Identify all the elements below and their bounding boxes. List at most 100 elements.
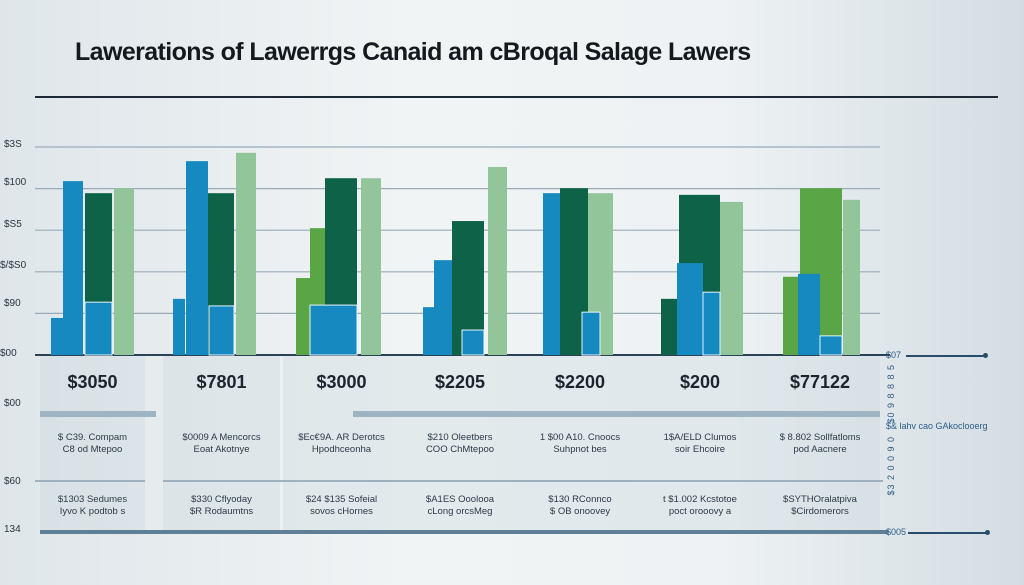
bar-blue [819, 335, 843, 356]
row3-text: $A1ES Ooolooa cLong orcsMeg [400, 494, 520, 518]
row3-line: $130 RConnco [548, 494, 612, 505]
title-rule [35, 96, 998, 98]
row2-line: pod Aacnere [793, 444, 847, 455]
table-column: $2200 1 $00 A10. Cnoocs Suhpnot bes $130 … [520, 356, 640, 532]
y-tick-label: $3S [4, 139, 22, 150]
y-tick-label: $S5 [4, 219, 22, 230]
bar-light-green [720, 201, 743, 355]
salary-value: $7801 [196, 372, 247, 392]
bar-light-green [488, 166, 507, 355]
y-tick-label: $100 [4, 177, 27, 188]
salary-value: $2200 [554, 372, 606, 392]
row2-text: $210 Oleetbers COO ChMtepoo [400, 432, 520, 456]
bar-blue [173, 298, 185, 355]
row3-text: $24 $135 Sofeial sovos cHornes [283, 494, 400, 518]
row3-line: $A1ES Ooolooa [425, 494, 495, 505]
row2-text: 1 $00 A10. Cnoocs Suhpnot bes [520, 432, 640, 456]
bar-blue [677, 263, 703, 355]
bar-light-green [843, 199, 860, 355]
bar-blue [702, 291, 721, 356]
bar-light-green [114, 188, 134, 355]
row3-line: $ OB onoovey [549, 506, 611, 517]
row3-text: $130 RConnco $ OB onoovey [520, 494, 640, 518]
bar-blue [309, 304, 358, 356]
bar-blue [423, 307, 434, 355]
row2-line: $0009 A Mencorcs [182, 432, 261, 443]
bar-light-green [236, 152, 256, 355]
row3-line: poct orooovy a [668, 506, 732, 517]
bar-blue [461, 329, 485, 356]
row3-text: $1303 Sedumes Iyvo K podtob s [40, 494, 145, 518]
right-mid-label: $& lahv cao GAkoclooerg [886, 421, 988, 431]
right-bottom-label: $005 [886, 527, 907, 537]
row2-line: $ 8.802 Sollfatloms [779, 432, 861, 443]
row3-text: $SYTHOralatpiva $Cirdomerors [760, 494, 880, 518]
bar-blue [434, 260, 452, 355]
row2-line: COO ChMtepoo [425, 444, 495, 455]
row3-line: $SYTHOralatpiva [783, 494, 857, 505]
row-separator [353, 411, 880, 417]
row3-line: cLong orcsMeg [427, 506, 493, 517]
y-tick-label: $/$S0 [0, 260, 27, 271]
table-column: $3050 $ C39. Compam C8 od Mtepoo $1303 Se… [40, 356, 145, 532]
bar-green [296, 278, 310, 355]
table-row-label: 134 [4, 524, 21, 535]
salary-value: $3050 [67, 372, 118, 392]
table-column: $7801 $0009 A Mencorcs Eoat Akotnye $330 … [163, 356, 280, 532]
row3-line: $Cirdomerors [791, 506, 849, 517]
table-column: $2205 $210 Oleetbers COO ChMtepoo $A1ES O… [400, 356, 520, 532]
bottom-axis-line [40, 530, 888, 534]
row3-line: $24 $135 Sofeial [305, 494, 378, 505]
salary-value: $3000 [316, 372, 367, 392]
row2-text: $ C39. Compam C8 od Mtepoo [40, 432, 145, 456]
y-tick-label: $90 [4, 298, 21, 309]
row2-line: Hpodhceonha [311, 444, 372, 455]
row3-text: t $1.002 Kcstotoe poct orooovy a [640, 494, 760, 518]
row3-line: $R Rodaumtns [189, 506, 254, 517]
row2-text: $0009 A Mencorcs Eoat Akotnye [163, 432, 280, 456]
row2-line: 1$A/ELD Clumos [663, 432, 737, 443]
table-column: $77122 $ 8.802 Sollfatloms pod Aacnere $S… [760, 356, 880, 532]
row-separator [40, 411, 156, 417]
row2-line: C8 od Mtepoo [62, 444, 123, 455]
bar-blue [581, 311, 601, 356]
row-separator [35, 480, 145, 482]
row3-text: $330 Cflyoday $R Rodaumtns [163, 494, 280, 518]
row2-text: $Ec€9A. AR Derotcs Hpodhceonha [283, 432, 400, 456]
row2-line: Suhpnot bes [553, 444, 607, 455]
row2-line: $ C39. Compam [57, 432, 128, 443]
row3-line: $1303 Sedumes [57, 494, 128, 505]
connector-dot [985, 530, 990, 535]
bar-blue [63, 181, 83, 355]
chart-title: Lawerations of Lawerrgs Canaid am cBroqa… [75, 38, 751, 66]
row-separator [163, 480, 883, 482]
bar-blue [51, 317, 63, 355]
bar-blue [208, 305, 235, 356]
row3-line: sovos cHornes [310, 506, 373, 517]
table-column: $3000 $Ec€9A. AR Derotcs Hpodhceonha $24 … [283, 356, 400, 532]
row2-line: Eoat Akotnye [193, 444, 250, 455]
summary-table: $3050 $ C39. Compam C8 od Mtepoo $1303 Se… [35, 356, 883, 532]
bar-light-green [361, 178, 381, 355]
y-tick-label: $00 [0, 348, 17, 359]
table-column: $200 1$A/ELD Clumos soir Ehcoire t $1.002… [640, 356, 760, 532]
row2-line: $Ec€9A. AR Derotcs [298, 432, 385, 443]
row2-text: $ 8.802 Sollfatloms pod Aacnere [760, 432, 880, 456]
row2-line: $210 Oleetbers [427, 432, 493, 443]
bar-blue [543, 193, 560, 355]
row2-line: 1 $00 A10. Cnoocs [539, 432, 621, 443]
connector-dot [983, 353, 988, 358]
bar-blue [798, 273, 820, 355]
connector-line [908, 532, 988, 534]
table-row-label: $60 [4, 476, 21, 487]
bar-green [783, 276, 798, 355]
bar-blue [84, 301, 113, 356]
row3-line: $330 Cflyoday [191, 494, 252, 505]
row3-line: t $1.002 Kcstotoe [663, 494, 737, 505]
row2-line: soir Ehcoire [674, 444, 726, 455]
bar-dark-green [661, 298, 677, 355]
row3-line: Iyvo K podtob s [59, 506, 126, 517]
connector-line [906, 355, 986, 357]
table-row-label: $00 [4, 398, 21, 409]
row2-text: 1$A/ELD Clumos soir Ehcoire [640, 432, 760, 456]
